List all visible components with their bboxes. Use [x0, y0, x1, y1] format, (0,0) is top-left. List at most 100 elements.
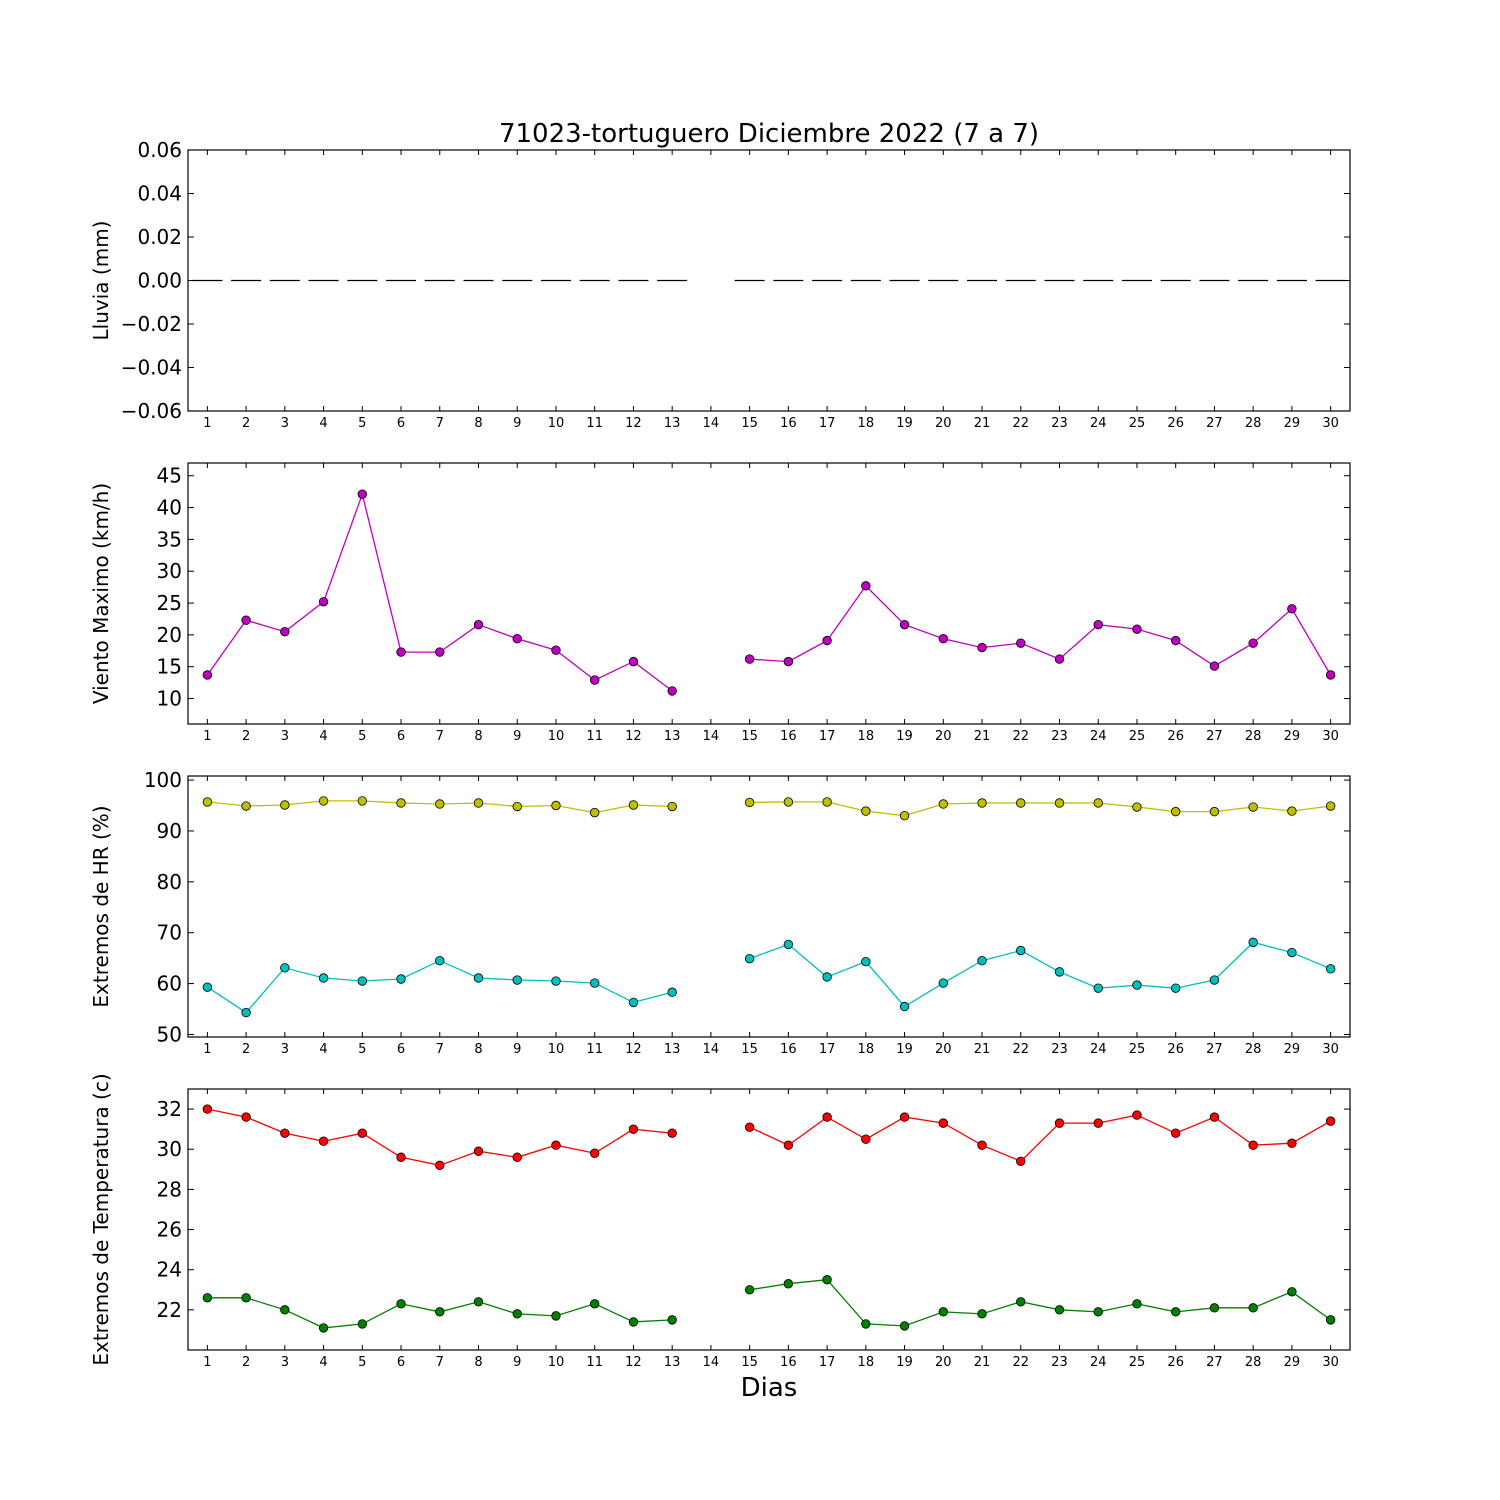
data-point [1209, 1112, 1220, 1122]
data-point [744, 654, 755, 664]
data-point [241, 1112, 251, 1122]
data-point [1248, 638, 1258, 648]
data-point [357, 489, 368, 499]
data-point [1093, 619, 1103, 630]
x-tick-label: 5 [358, 416, 366, 431]
data-point [1325, 801, 1336, 811]
y-tick-label: 28 [157, 1177, 182, 1201]
y-tick-label: 0.02 [137, 225, 182, 249]
data-point [822, 797, 832, 807]
data-point [280, 963, 290, 973]
x-tick-label: 23 [1051, 1042, 1068, 1057]
x-tick-label: 25 [1129, 1042, 1146, 1057]
y-tick-label: −0.04 [121, 356, 182, 380]
x-tick-label: 8 [474, 729, 482, 744]
x-tick-label: 21 [974, 729, 991, 744]
data-point [473, 798, 484, 808]
y-tick-label: 30 [157, 1137, 182, 1161]
x-tick-label: 2 [242, 416, 250, 431]
y-tick-label: 60 [157, 972, 182, 996]
x-tick-label: 3 [281, 1355, 289, 1370]
data-point [744, 797, 755, 808]
series-line [749, 1114, 1331, 1163]
x-tick-label: 9 [513, 729, 521, 744]
chart-title: 71023-tortuguero Diciembre 2022 (7 a 7) [499, 119, 1039, 149]
x-tick-label: 5 [358, 1042, 366, 1057]
x-tick-label: 19 [896, 1042, 913, 1057]
x-tick-label: 27 [1206, 729, 1223, 744]
data-point [318, 1323, 329, 1333]
data-point [1132, 802, 1142, 812]
data-point [861, 581, 871, 591]
x-tick-label: 3 [281, 729, 289, 744]
y-tick-label: 0.06 [137, 138, 182, 162]
data-point [396, 1152, 406, 1162]
x-tick-label: 26 [1167, 416, 1184, 431]
y-tick-label: 100 [144, 768, 182, 792]
data-point [1325, 670, 1336, 680]
data-point [783, 1140, 794, 1150]
x-tick-label: 10 [548, 416, 565, 431]
data-point [590, 1148, 600, 1158]
x-tick-label: 21 [974, 1042, 991, 1057]
x-tick-label: 8 [474, 416, 482, 431]
x-tick-label: 20 [935, 1355, 952, 1370]
data-point [1016, 798, 1026, 808]
data-point [318, 796, 329, 806]
x-tick-label: 20 [935, 416, 952, 431]
x-tick-label: 12 [625, 1042, 642, 1057]
data-point [241, 615, 251, 625]
y-axis-label: Extremos de HR (%) [89, 805, 113, 1007]
x-tick-label: 1 [203, 1042, 211, 1057]
data-point [861, 957, 871, 967]
x-tick-label: 8 [474, 1042, 482, 1057]
y-tick-label: 0.00 [137, 269, 182, 293]
data-point [280, 626, 290, 637]
data-point [628, 656, 639, 667]
x-tick-label: 10 [548, 1355, 565, 1370]
x-tick-label: 29 [1284, 1355, 1301, 1370]
data-point [357, 796, 368, 806]
data-point [551, 645, 561, 655]
data-point [1248, 1140, 1258, 1150]
y-tick-label: 20 [157, 623, 182, 647]
x-tick-label: 14 [703, 416, 720, 431]
x-tick-label: 16 [780, 1042, 797, 1057]
y-tick-label: 80 [157, 870, 182, 894]
data-point [783, 797, 794, 807]
data-point [1093, 983, 1103, 993]
y-tick-label: 45 [157, 464, 182, 488]
x-tick-label: 22 [1012, 1042, 1029, 1057]
series-temperatura-2 [202, 1275, 1336, 1333]
data-point [357, 1319, 368, 1329]
x-tick-label: 11 [586, 1042, 603, 1057]
y-tick-label: 30 [157, 559, 182, 583]
data-point [241, 801, 251, 811]
data-point [899, 810, 910, 821]
data-point [1325, 1315, 1336, 1325]
x-tick-label: 30 [1322, 1355, 1339, 1370]
x-tick-label: 6 [397, 416, 405, 431]
x-tick-label: 20 [935, 1042, 952, 1057]
x-tick-label: 13 [664, 416, 681, 431]
x-tick-label: 27 [1206, 416, 1223, 431]
data-point [202, 797, 213, 807]
x-tick-label: 6 [397, 1355, 405, 1370]
x-tick-label: 28 [1245, 1042, 1262, 1057]
x-tick-label: 4 [319, 729, 327, 744]
data-point [1209, 806, 1220, 817]
data-point [202, 670, 213, 680]
x-tick-label: 7 [436, 416, 444, 431]
data-point [628, 1124, 639, 1134]
y-tick-label: −0.02 [121, 312, 182, 336]
data-point [357, 976, 368, 986]
x-tick-label: 26 [1167, 1355, 1184, 1370]
data-point [899, 1321, 910, 1331]
x-tick-label: 29 [1284, 416, 1301, 431]
data-point [473, 973, 484, 983]
x-tick-label: 25 [1129, 1355, 1146, 1370]
data-point [1287, 604, 1297, 614]
y-axis-label: Lluvia (mm) [89, 221, 113, 341]
data-point [318, 973, 329, 983]
data-point [899, 1001, 910, 1012]
